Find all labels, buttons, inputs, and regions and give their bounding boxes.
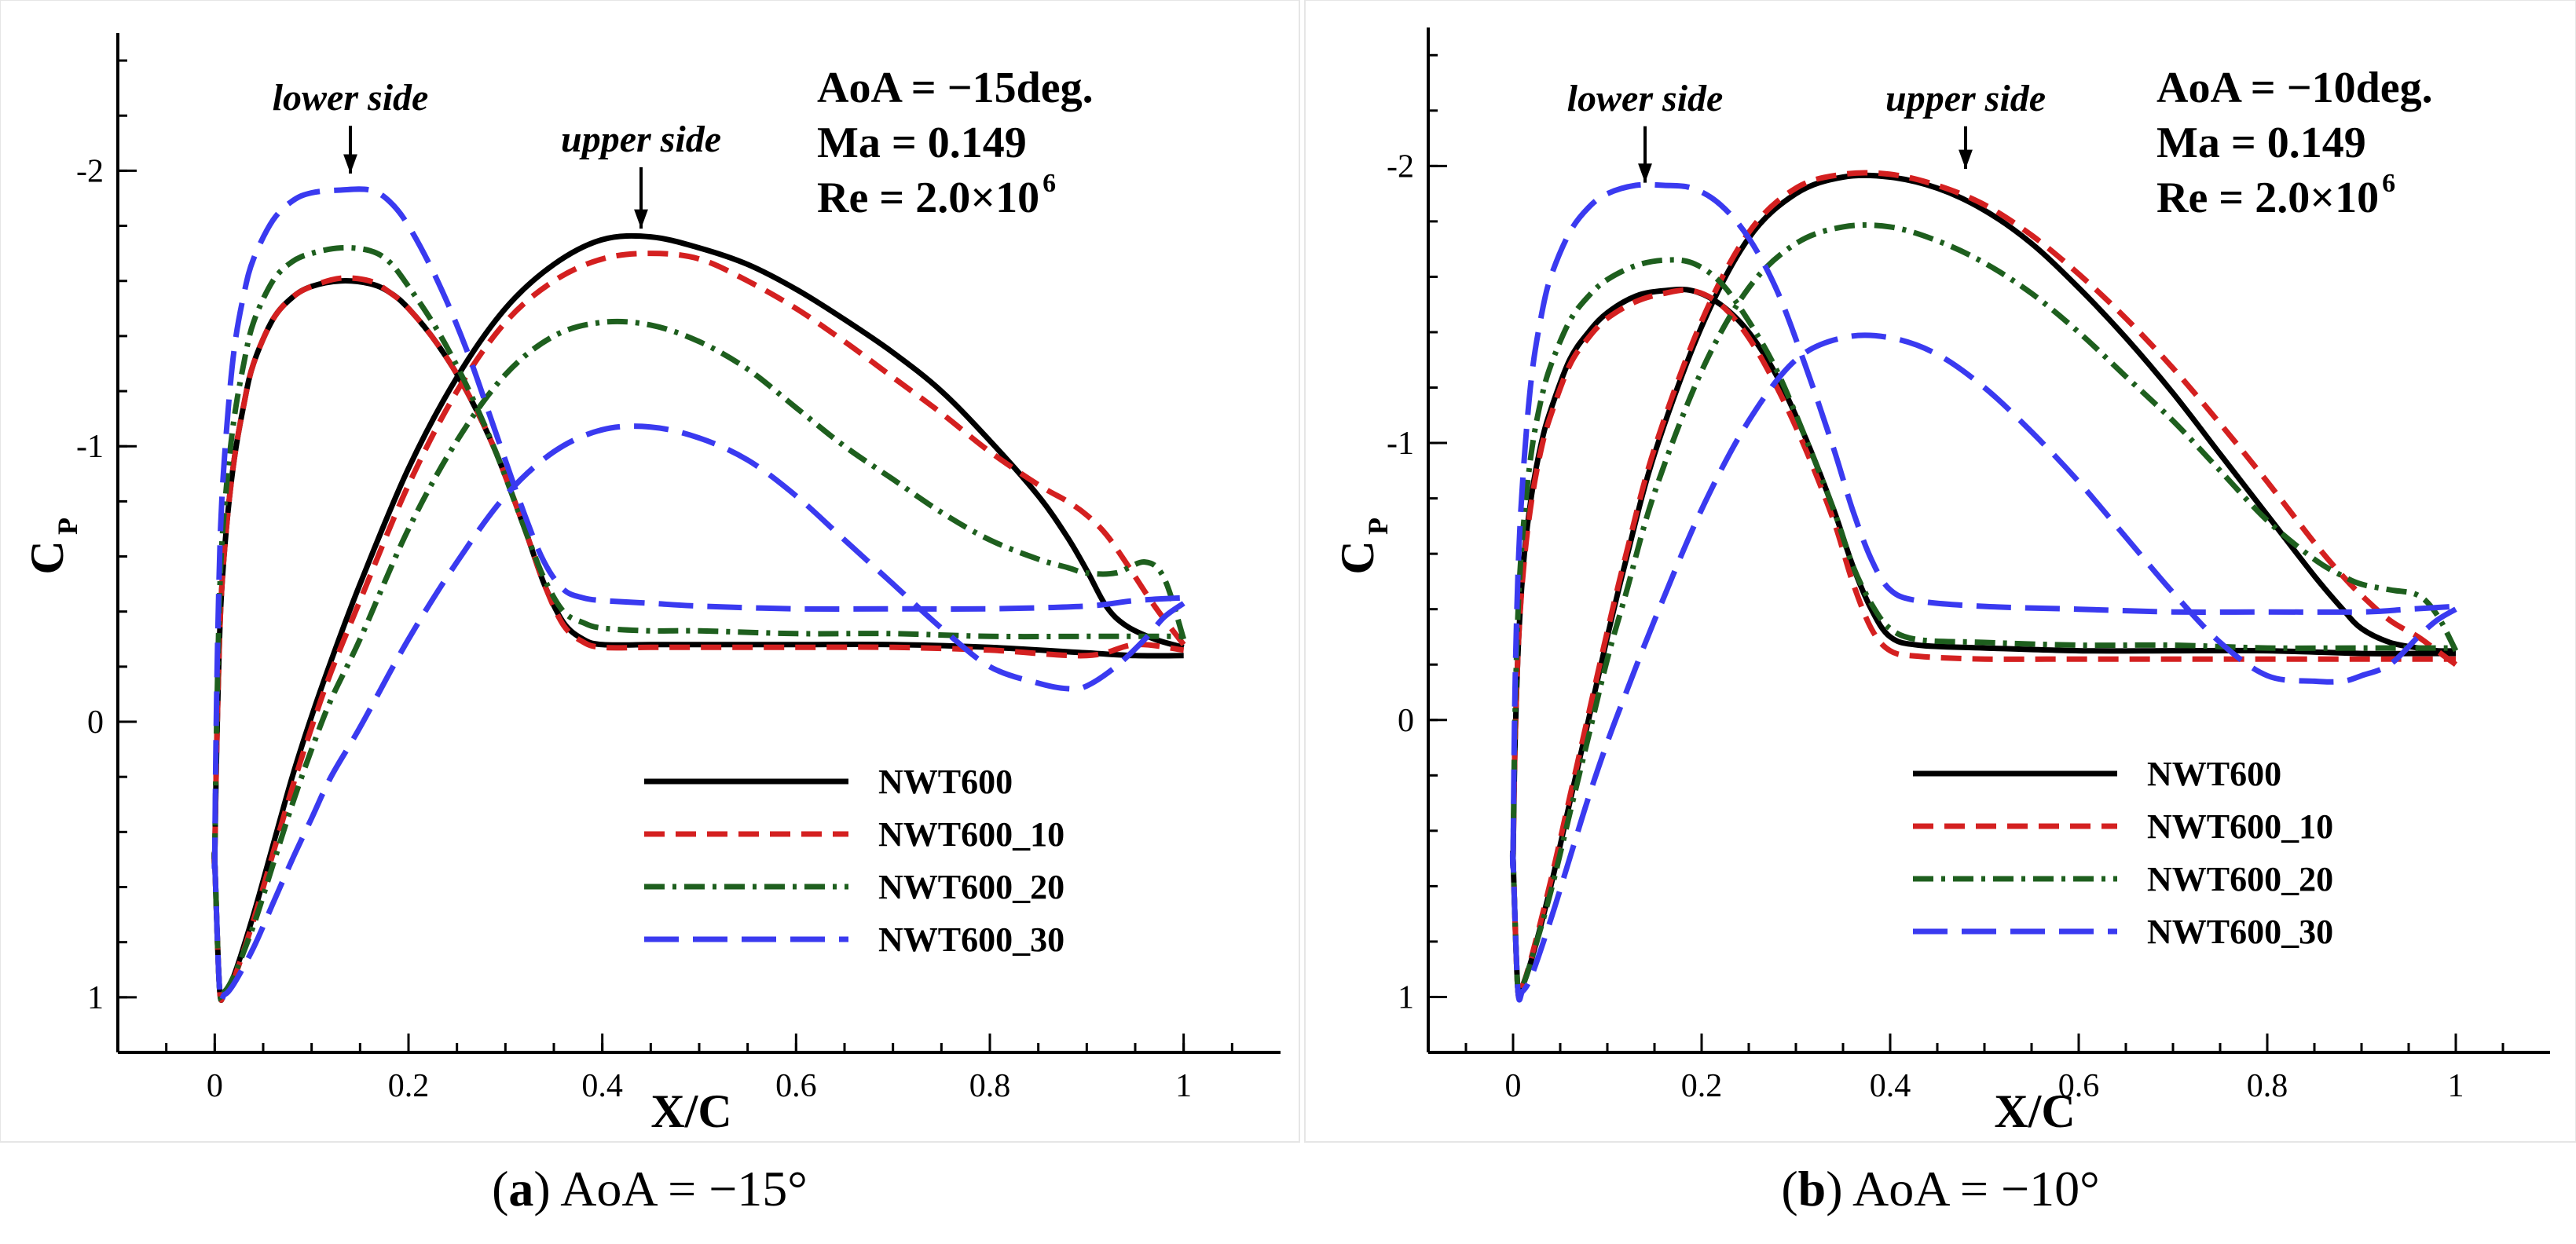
annotation-arrowhead: [634, 209, 648, 229]
y-axis-label-sub: P: [52, 518, 83, 535]
y-tick-label: 1: [1398, 979, 1414, 1015]
y-axis-label-main: C: [1332, 540, 1383, 574]
panel-caption: (b) AoA = −10°: [1781, 1161, 2099, 1217]
annotation-text: lower side: [273, 77, 429, 119]
caption-paren-open: (: [1781, 1161, 1797, 1217]
y-tick-label: -2: [76, 153, 104, 189]
y-tick-label: 0: [1398, 703, 1414, 739]
x-tick-label: 0.4: [581, 1068, 623, 1104]
series-line-nwt600-20: [1509, 222, 2459, 1001]
panel-a: -2 -1 0 1 0 0.2 0.4 0.6 0.8 1 X/C CP AoA = −15deg. Ma…: [0, 0, 1300, 1217]
legend-label: NWT600_10: [2147, 807, 2333, 846]
panel-background: [0, 0, 1300, 1143]
y-axis-label-main: C: [21, 540, 73, 574]
legend-label: NWT600_20: [878, 868, 1064, 906]
legend-label: NWT600_30: [878, 920, 1064, 959]
condition-line: Re = 2.0×10: [2156, 174, 2379, 222]
y-tick-label: 1: [87, 980, 104, 1016]
x-tick-label: 1: [2448, 1068, 2464, 1104]
x-tick-label: 1: [1175, 1068, 1192, 1104]
legend-label: NWT600_10: [878, 815, 1064, 854]
panel-caption: (a) AoA = −15°: [492, 1161, 808, 1217]
condition-line: AoA = −15deg.: [817, 64, 1094, 112]
x-tick-label: 0: [207, 1068, 223, 1104]
x-tick-label: 0.2: [388, 1068, 430, 1104]
x-tick-label: 0.8: [969, 1068, 1011, 1104]
annotation-arrowhead: [343, 154, 357, 174]
series-line-nwt600-30: [211, 186, 1185, 1004]
condition-line: Ma = 0.149: [817, 119, 1027, 167]
annotation-arrowhead: [1959, 149, 1973, 169]
annotation-text: upper side: [1885, 78, 2046, 119]
legend-label: NWT600_20: [2147, 860, 2333, 898]
x-axis-label: X/C: [650, 1085, 731, 1137]
x-tick-label: 0.8: [2247, 1068, 2288, 1104]
y-tick-label: -1: [1387, 426, 1414, 462]
panel-b: -2 -1 0 1 0 0.2 0.4 0.6 0.8 1 X/C CP AoA = −10deg. Ma…: [1304, 0, 2576, 1217]
caption-letter: b: [1798, 1161, 1827, 1217]
x-tick-label: 0.4: [1870, 1068, 1911, 1104]
caption-paren-open: (: [492, 1161, 508, 1217]
caption-letter: a: [508, 1161, 533, 1217]
y-tick-label: -2: [1387, 148, 1414, 185]
x-tick-label: 0.6: [775, 1068, 817, 1104]
re-exponent: 6: [2382, 169, 2395, 198]
legend-label: NWT600_30: [2147, 913, 2333, 951]
annotation-text: upper side: [561, 119, 721, 160]
y-axis-label-sub: P: [1362, 518, 1394, 535]
y-tick-label: -1: [76, 429, 104, 465]
y-tick-label: 0: [87, 704, 104, 741]
legend-label: NWT600: [878, 763, 1013, 801]
x-tick-label: 0.2: [1681, 1068, 1723, 1104]
caption-text: AoA = −15°: [551, 1161, 808, 1217]
x-tick-label: 0.6: [2058, 1068, 2100, 1104]
condition-line: AoA = −10deg.: [2156, 64, 2433, 112]
annotation-text: lower side: [1567, 78, 1724, 119]
caption-paren-close: ): [1826, 1161, 1842, 1217]
y-axis-label: CP: [1332, 518, 1394, 575]
x-axis-label: X/C: [1994, 1085, 2075, 1137]
annotation-arrowhead: [1638, 163, 1652, 183]
caption-paren-close: ): [533, 1161, 550, 1217]
condition-line: Re = 2.0×10: [817, 174, 1039, 222]
legend-label: NWT600: [2147, 755, 2281, 793]
re-exponent: 6: [1042, 169, 1056, 198]
condition-line: Ma = 0.149: [2156, 119, 2366, 167]
series-line-nwt600-30: [1509, 181, 2457, 1003]
x-tick-label: 0: [1505, 1068, 1522, 1104]
caption-text: AoA = −10°: [1843, 1161, 2100, 1217]
y-axis-label: CP: [21, 518, 83, 575]
